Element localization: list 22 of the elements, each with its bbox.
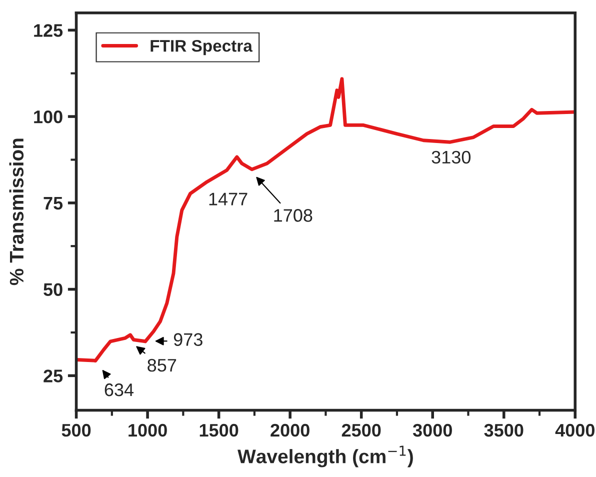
y-axis-title: % Transmission (9, 138, 24, 286)
annotation: 634 (104, 383, 134, 396)
x-tick-label: 1500 (200, 424, 238, 437)
y-tick-label: 50 (44, 283, 62, 296)
x-tick-label: 3000 (412, 424, 452, 437)
y-tick-label: 75 (44, 197, 63, 210)
x-axis-title: Wavelength (cm$^{−1}$) (238, 446, 413, 468)
annotation: 3130 (432, 150, 471, 164)
x-tick-label: 500 (62, 424, 91, 437)
x-tick-label: 1000 (128, 424, 167, 437)
annotation: 857 (148, 358, 176, 372)
y-tick-label: 25 (44, 370, 63, 382)
x-tick-label: 2000 (270, 424, 310, 437)
y-tick-label: 100 (34, 110, 62, 124)
x-tick-label: 3500 (484, 424, 524, 437)
x-tick-label: 2500 (342, 424, 381, 437)
y-tick-label: 125 (34, 24, 63, 37)
x-tick-label: 4000 (555, 424, 594, 437)
annotation: 1477 (209, 192, 248, 206)
annotation: 1708 (274, 209, 312, 222)
legend-label: FTIR Spectra (150, 40, 253, 56)
annotation: 973 (174, 333, 202, 346)
